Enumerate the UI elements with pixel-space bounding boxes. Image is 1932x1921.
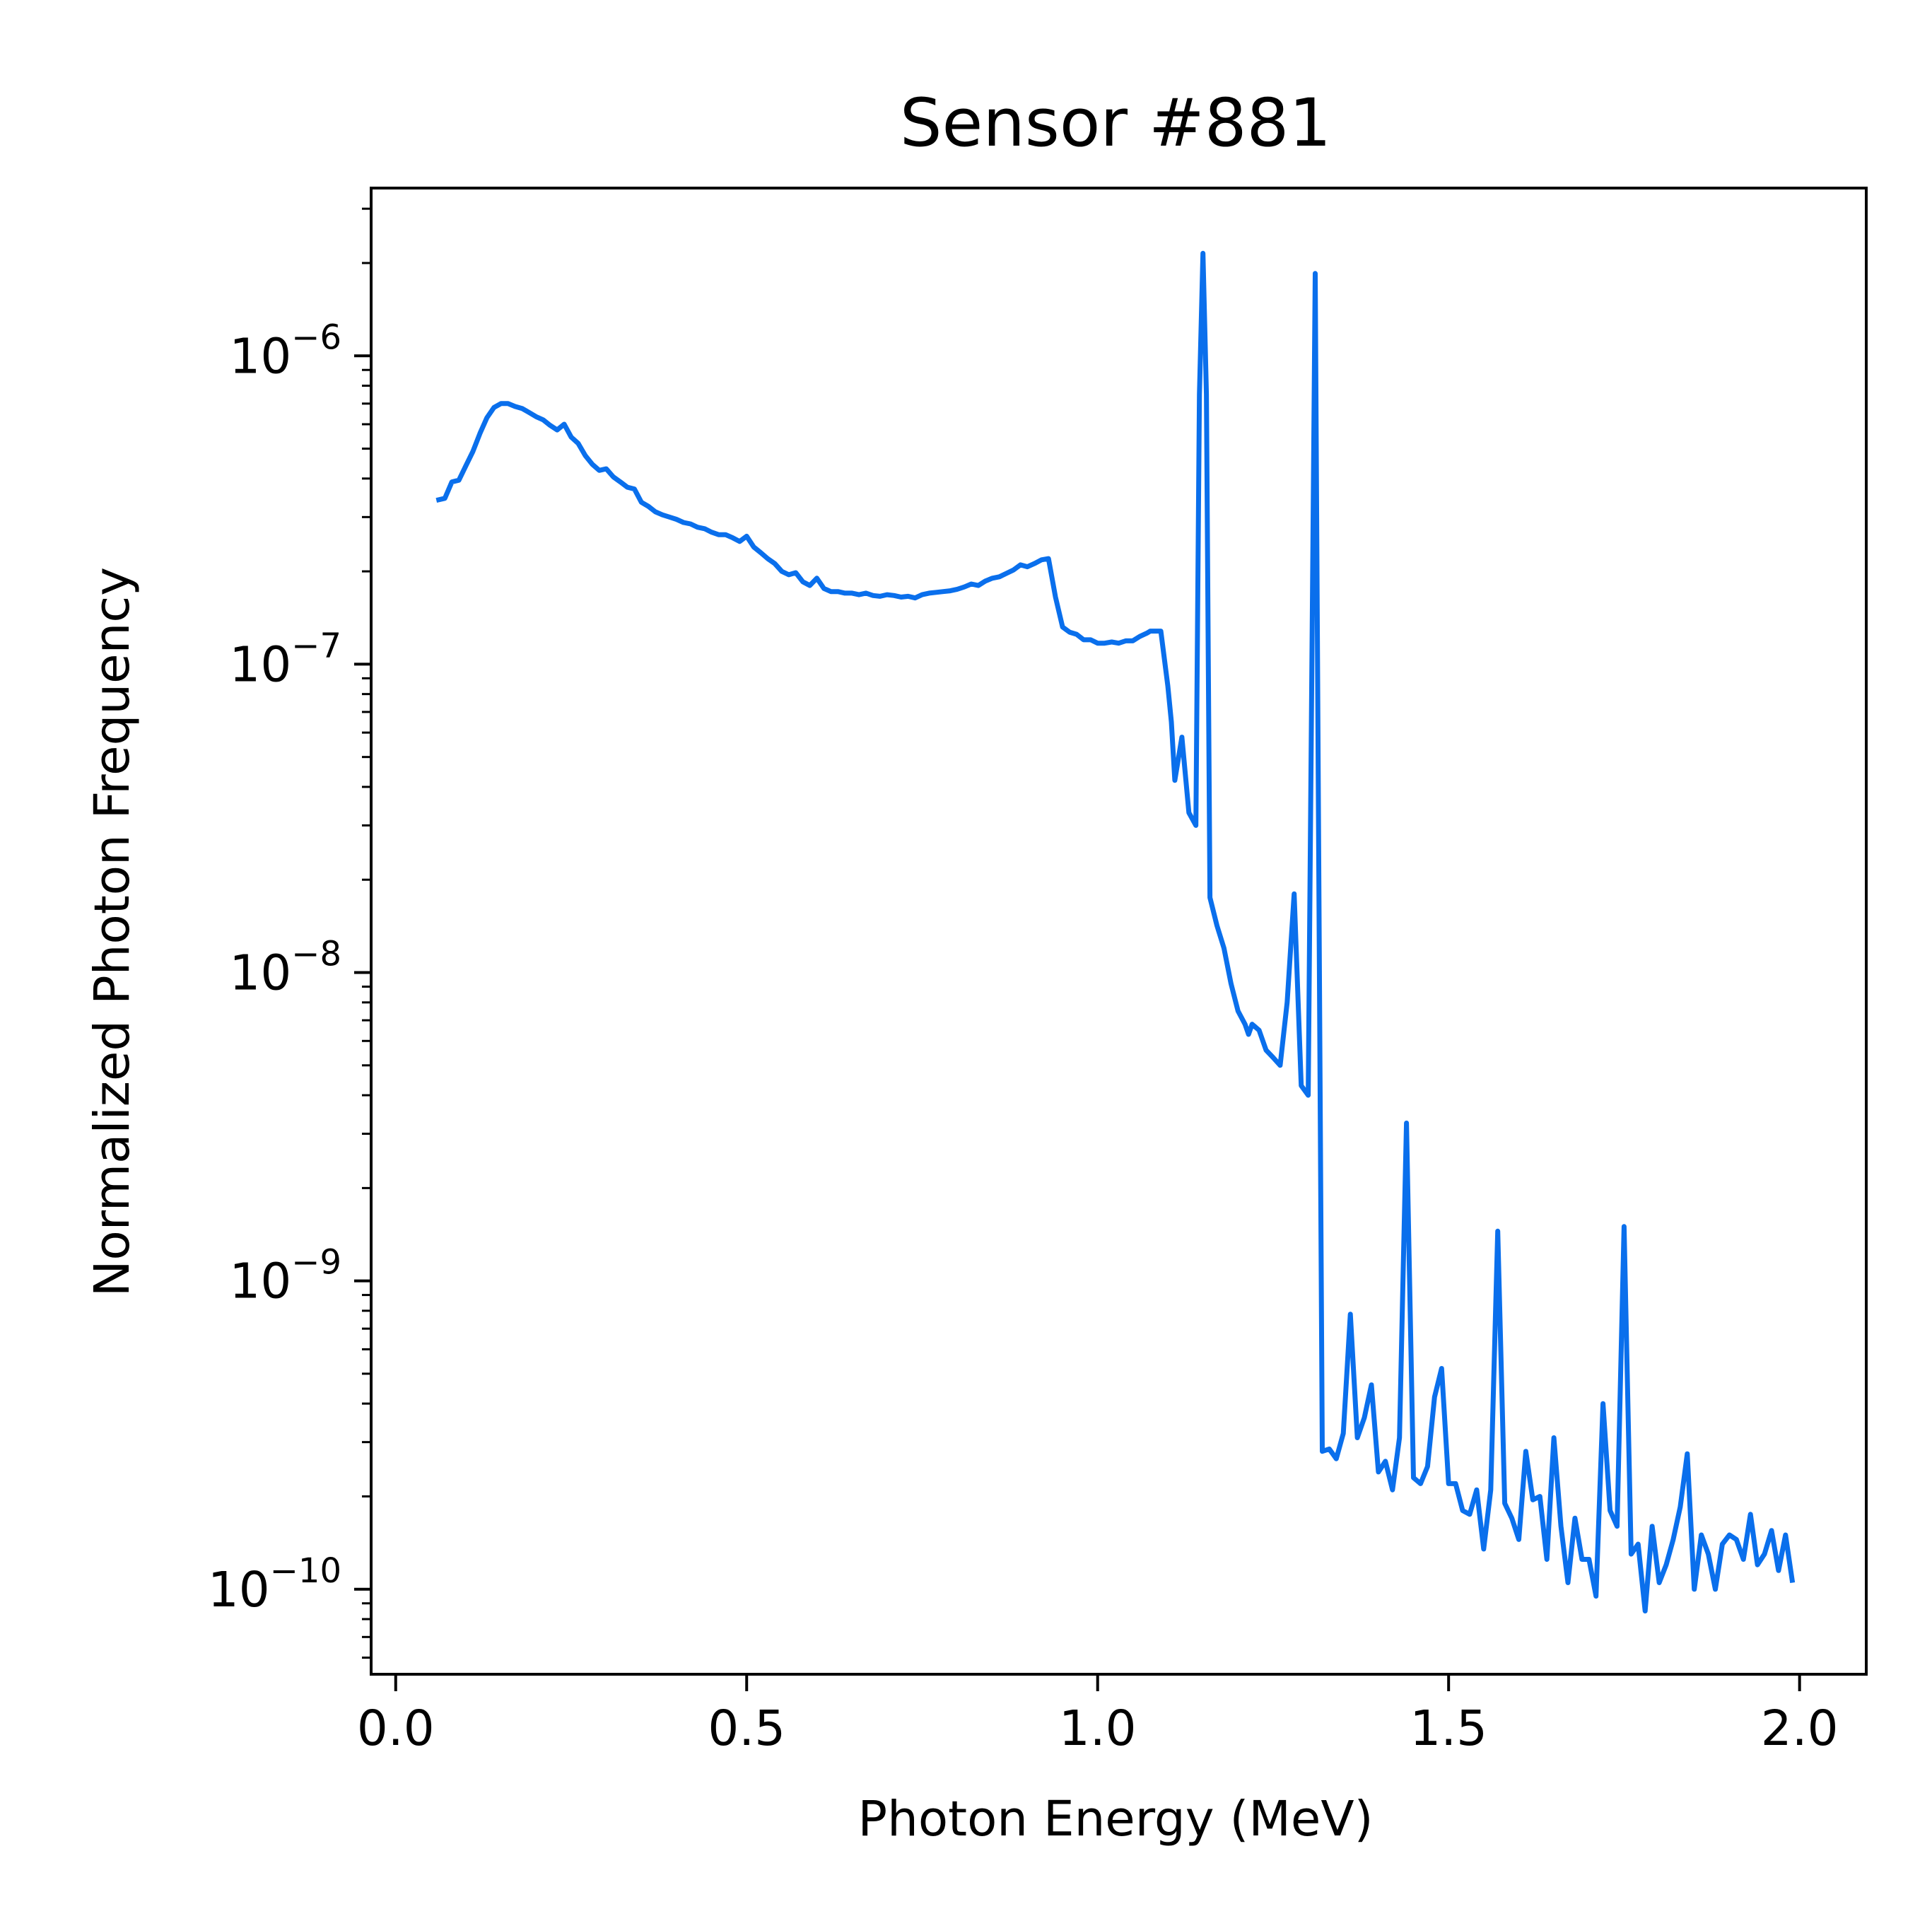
series-line xyxy=(435,250,1796,1613)
x-tick-label: 1.5 xyxy=(1410,1700,1487,1757)
chart-title: Sensor #881 xyxy=(900,85,1331,162)
x-tick-label: 0.0 xyxy=(357,1700,435,1757)
x-axis-label: Photon Energy (MeV) xyxy=(857,1791,1373,1847)
tick-layer: 0.0 0.5 1.0 1.5 2.0 10−6 10−7 10−8 10−9 10−10 xyxy=(208,207,1839,1757)
y-tick-label: 10−7 xyxy=(229,626,341,693)
y-tick-label: 10−9 xyxy=(229,1243,341,1310)
y-tick-label: 10−8 xyxy=(229,935,341,1002)
y-axis-label: Normalized Photon Frequency xyxy=(84,567,141,1297)
series-layer xyxy=(435,250,1796,1613)
plot-frame xyxy=(370,187,1868,1676)
y-tick-label: 10−10 xyxy=(208,1551,341,1618)
y-tick-label: 10−6 xyxy=(229,317,341,385)
x-tick-label: 2.0 xyxy=(1761,1700,1839,1757)
x-tick-label: 0.5 xyxy=(708,1700,785,1757)
x-tick-label: 1.0 xyxy=(1059,1700,1137,1757)
